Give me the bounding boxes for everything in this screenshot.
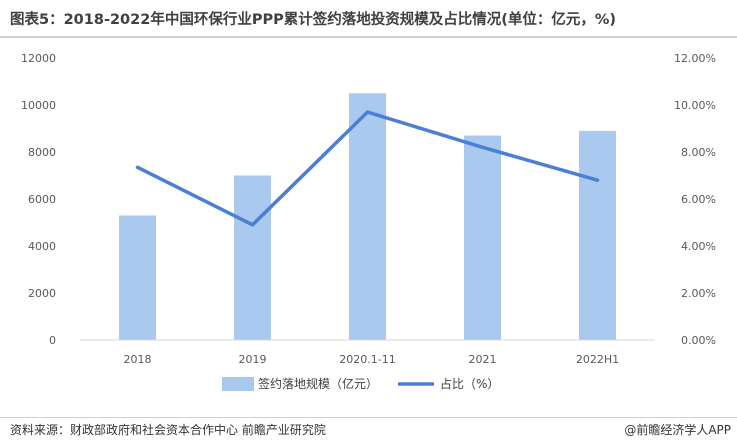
- bar: [464, 135, 501, 340]
- y-left-tick-label: 0: [49, 334, 56, 347]
- legend: 签约落地规模（亿元） 占比（%）: [222, 376, 499, 391]
- legend-bar-swatch: [222, 377, 254, 391]
- y-right-tick-label: 12.00%: [674, 52, 716, 65]
- left-axis-ticks: 0 2000 4000 6000 8000 10000 12000: [21, 52, 56, 347]
- y-left-tick-label: 8000: [28, 146, 56, 159]
- legend-bar-label: 签约落地规模（亿元）: [258, 376, 378, 391]
- y-right-tick-label: 8.00%: [681, 146, 716, 159]
- right-axis-ticks: 0.00% 2.00% 4.00% 6.00% 8.00% 10.00% 12.00%: [674, 52, 716, 347]
- x-tick-label: 2020.1-11: [339, 353, 395, 366]
- y-right-tick-label: 2.00%: [681, 287, 716, 300]
- combo-chart: 0 2000 4000 6000 8000 10000 12000 0.00% 2.00% 4.…: [21, 52, 716, 391]
- bar: [579, 130, 616, 340]
- y-left-tick-label: 12000: [21, 52, 56, 65]
- y-left-tick-label: 4000: [28, 240, 56, 253]
- y-right-tick-label: 0.00%: [681, 334, 716, 347]
- y-right-tick-label: 6.00%: [681, 193, 716, 206]
- brand-credit: @前瞻经济学人APP: [624, 423, 731, 437]
- x-tick-label: 2018: [124, 353, 152, 366]
- bar: [234, 175, 271, 340]
- y-left-tick-label: 6000: [28, 193, 56, 206]
- x-tick-label: 2022H1: [576, 353, 619, 366]
- legend-line-label: 占比（%）: [440, 376, 499, 391]
- bar: [349, 93, 386, 340]
- x-tick-label: 2021: [469, 353, 497, 366]
- footer-divider: [0, 417, 737, 418]
- bar-series: [119, 93, 616, 340]
- y-right-tick-label: 10.00%: [674, 99, 716, 112]
- y-left-tick-label: 2000: [28, 287, 56, 300]
- y-right-tick-label: 4.00%: [681, 240, 716, 253]
- ratio-line: [135, 110, 600, 227]
- chart-title: 图表5：2018-2022年中国环保行业PPP累计签约落地投资规模及占比情况(单…: [10, 12, 616, 28]
- x-tick-label: 2019: [239, 353, 267, 366]
- y-left-tick-label: 10000: [21, 99, 56, 112]
- title-divider: [0, 36, 737, 38]
- bar: [119, 215, 156, 340]
- source-note: 资料来源：财政部政府和社会资本合作中心 前瞻产业研究院: [10, 423, 326, 437]
- x-axis-ticks: 2018 2019 2020.1-11 2021 2022H1: [124, 353, 620, 366]
